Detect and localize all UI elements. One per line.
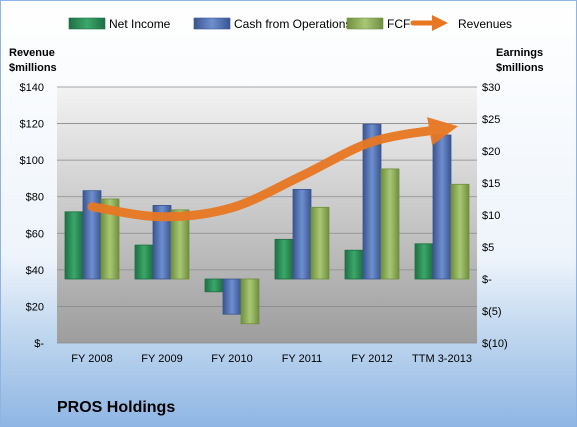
bar-fcf-0 [100, 198, 120, 280]
left-tick-label-4: $80 [26, 192, 44, 204]
bar-fcf-1 [170, 209, 190, 280]
legend-swatch-net-income [68, 17, 106, 30]
right-tick-label-4: $10 [482, 210, 500, 222]
bar-fcf-5 [450, 183, 470, 280]
right-tick-label-8: $30 [482, 82, 500, 94]
left-tick-label-2: $40 [26, 265, 44, 277]
left-tick-label-0: $- [34, 338, 44, 350]
legend-label-revenues: Revenues [458, 17, 512, 31]
bar-net-income-4 [344, 249, 364, 280]
left-axis-title-line2: $millions [9, 62, 57, 74]
left-tick-label-1: $20 [26, 301, 44, 313]
revenues-line-path [87, 117, 458, 222]
bar-cash-from-operations-2 [222, 278, 242, 315]
bar-cash-from-operations-3 [292, 188, 312, 280]
right-tick-label-6: $20 [482, 146, 500, 158]
left-tick-label-5: $100 [20, 155, 44, 167]
right-axis-title-line1: Earnings [496, 47, 543, 59]
right-axis-ticks: $(10) $(5) $- $5 $10 $15 $20 $25 $30 [482, 82, 508, 350]
bar-fcf-4 [380, 168, 400, 280]
right-tick-label-3: $5 [482, 242, 494, 254]
left-tick-label-6: $120 [20, 119, 44, 131]
legend-label-net-income: Net Income [109, 17, 171, 31]
bar-fcf-2 [240, 278, 260, 325]
company-name: PROS Holdings [57, 399, 176, 416]
category-label-5: TTM 3-2013 [412, 353, 472, 365]
legend-swatch-cash-from-operations [193, 17, 231, 30]
category-label-4: FY 2012 [351, 353, 392, 365]
category-label-3: FY 2011 [282, 353, 323, 365]
category-label-1: FY 2009 [141, 353, 182, 365]
right-tick-label-2: $- [482, 274, 492, 286]
legend-swatch-fcf [346, 17, 384, 30]
bar-net-income-2 [204, 278, 224, 293]
bars [64, 123, 470, 325]
bar-net-income-1 [134, 244, 154, 280]
legend: Net Income Cash from Operations FCF Reve… [68, 14, 512, 31]
bar-net-income-0 [64, 211, 84, 280]
legend-label-fcf: FCF [387, 17, 410, 31]
right-tick-label-1: $(5) [482, 306, 502, 318]
bar-cash-from-operations-5 [432, 134, 452, 280]
left-axis-ticks: $- $20 $40 $60 $80 $100 $120 $140 [20, 82, 45, 350]
bar-fcf-3 [310, 206, 330, 280]
right-tick-label-5: $15 [482, 178, 500, 190]
category-label-0: FY 2008 [71, 353, 112, 365]
legend-label-cash-from-operations: Cash from Operations [234, 17, 351, 31]
right-tick-label-0: $(10) [482, 338, 508, 350]
gridlines [57, 86, 477, 344]
category-labels: FY 2008 FY 2009 FY 2010 FY 2011 FY 2012 TTM 3… [71, 353, 472, 365]
left-tick-label-7: $140 [20, 82, 44, 94]
bar-net-income-3 [274, 238, 294, 280]
revenue-line [87, 117, 458, 222]
right-tick-label-7: $25 [482, 114, 500, 126]
left-tick-label-3: $60 [26, 228, 44, 240]
bar-net-income-5 [414, 243, 434, 280]
right-axis-title-line2: $millions [496, 62, 544, 74]
category-label-2: FY 2010 [211, 353, 252, 365]
left-axis-title-line1: Revenue [9, 47, 55, 59]
